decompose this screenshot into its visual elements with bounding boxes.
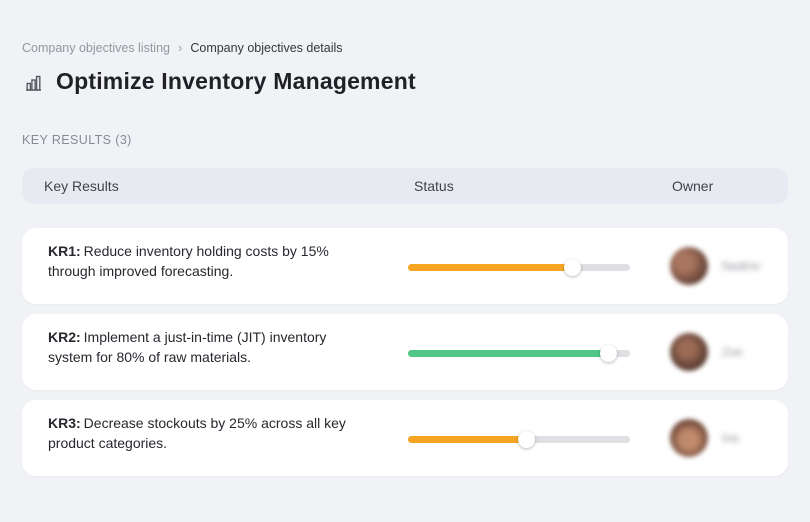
owner-name: Nadine [722, 259, 761, 273]
key-results-section-label: KEY RESULTS (3) [22, 133, 132, 147]
progress-fill [408, 350, 608, 357]
key-result-row[interactable]: KR3: Decrease stockouts by 25% across all… [22, 400, 788, 476]
key-result-label: KR1: [48, 243, 81, 259]
key-result-description: Reduce inventory holding costs by 15% th… [48, 243, 329, 279]
progress-slider[interactable] [408, 431, 630, 448]
bar-chart-buildings-icon [24, 73, 43, 92]
breadcrumb-listing-link[interactable]: Company objectives listing [22, 40, 170, 55]
slider-thumb[interactable] [599, 345, 617, 362]
owner-avatar [670, 247, 708, 285]
progress-fill [408, 436, 526, 443]
page-header: Optimize Inventory Management [24, 68, 416, 95]
key-result-text: KR3: Decrease stockouts by 25% across all… [48, 413, 360, 453]
column-header-status: Status [414, 178, 454, 194]
key-result-row[interactable]: KR1: Reduce inventory holding costs by 15… [22, 228, 788, 304]
table-header: Key Results Status Owner [22, 168, 788, 204]
progress-slider[interactable] [408, 259, 630, 276]
key-result-description: Implement a just-in-time (JIT) inventory… [48, 329, 327, 365]
key-result-label: KR2: [48, 329, 81, 345]
owner-avatar [670, 333, 708, 371]
page-title: Optimize Inventory Management [56, 68, 416, 94]
column-header-owner: Owner [672, 178, 714, 194]
key-result-row[interactable]: KR2: Implement a just-in-time (JIT) inven… [22, 314, 788, 390]
breadcrumb: Company objectives listing › Company obj… [22, 40, 343, 55]
key-result-label: KR3: [48, 415, 81, 431]
slider-thumb[interactable] [517, 431, 535, 448]
owner-name: Ina [722, 431, 739, 445]
owner-name: Zoe [722, 345, 743, 359]
progress-fill [408, 264, 573, 271]
column-header-key-results: Key Results [44, 178, 119, 194]
key-result-text: KR2: Implement a just-in-time (JIT) inven… [48, 327, 360, 367]
key-result-text: KR1: Reduce inventory holding costs by 15… [48, 241, 360, 281]
owner-cell: Nadine [670, 228, 760, 304]
owner-cell: Zoe [670, 314, 743, 390]
breadcrumb-current-page: Company objectives details [190, 40, 343, 55]
slider-thumb[interactable] [564, 259, 582, 276]
owner-cell: Ina [670, 400, 739, 476]
key-result-description: Decrease stockouts by 25% across all key… [48, 415, 346, 451]
progress-slider[interactable] [408, 345, 630, 362]
chevron-right-icon: › [178, 40, 183, 55]
owner-avatar [670, 419, 708, 457]
